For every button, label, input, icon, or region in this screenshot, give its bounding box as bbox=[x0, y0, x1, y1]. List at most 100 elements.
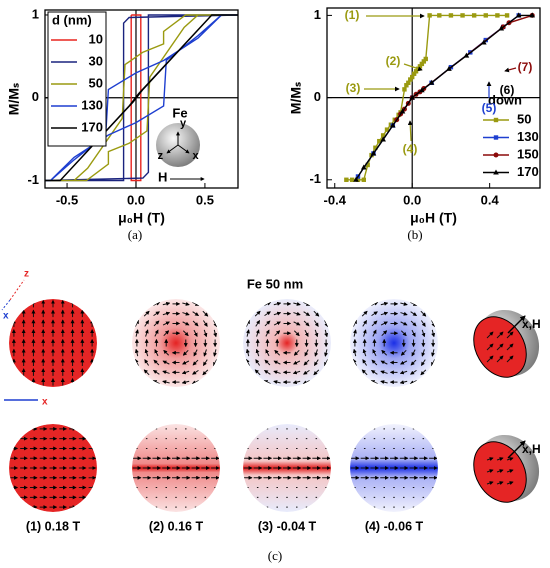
marker bbox=[428, 79, 435, 85]
moment-arrow bbox=[496, 469, 504, 473]
marker bbox=[390, 122, 396, 128]
panel-title: Fe 50 nm bbox=[247, 276, 303, 291]
marker bbox=[419, 61, 425, 67]
marker bbox=[360, 164, 367, 170]
map-disk bbox=[350, 299, 438, 387]
y-tick-label: 1 bbox=[314, 7, 321, 22]
moment-arrow bbox=[486, 469, 494, 473]
moment-arrow bbox=[372, 349, 377, 357]
moment-arrow bbox=[486, 331, 494, 339]
marker bbox=[417, 64, 423, 69]
moment-arrow bbox=[181, 380, 190, 385]
plot-frame bbox=[326, 7, 541, 189]
moment-arrow bbox=[213, 349, 218, 357]
moment-arrow bbox=[153, 311, 160, 317]
moment-arrow bbox=[409, 380, 417, 385]
map-disk bbox=[132, 299, 220, 387]
moment-arrow bbox=[411, 349, 416, 357]
moment-arrow bbox=[371, 311, 378, 317]
marker bbox=[402, 87, 407, 92]
x-axis-label: μ₀H (T) bbox=[410, 210, 457, 226]
marker bbox=[361, 177, 366, 182]
moment-arrow bbox=[254, 310, 261, 317]
moment-arrow bbox=[264, 359, 271, 366]
moment-arrow bbox=[324, 329, 329, 338]
moment-arrow bbox=[162, 301, 171, 306]
legend-label: 130 bbox=[517, 129, 539, 144]
marker bbox=[448, 13, 454, 18]
marker bbox=[377, 138, 382, 144]
moment-arrow bbox=[361, 369, 368, 376]
axis-icon-label: z bbox=[24, 269, 29, 280]
legend-swatch bbox=[493, 135, 499, 140]
moment-arrow bbox=[400, 301, 408, 306]
moment-arrow bbox=[506, 457, 514, 461]
moment-arrow bbox=[162, 311, 171, 316]
marker bbox=[349, 177, 355, 182]
moment-arrow bbox=[421, 349, 426, 357]
caption: (2) 0.16 T bbox=[149, 519, 204, 533]
moment-arrow bbox=[193, 349, 198, 357]
moment-arrow bbox=[371, 320, 378, 327]
moment-arrow bbox=[255, 359, 261, 366]
caption: (4) -0.06 T bbox=[365, 519, 424, 533]
legend-label: 50 bbox=[517, 111, 531, 126]
moment-arrow bbox=[293, 311, 301, 316]
moment-arrow bbox=[380, 380, 388, 385]
marker bbox=[471, 13, 477, 18]
moment-arrow bbox=[292, 380, 301, 385]
moment-arrow bbox=[162, 380, 170, 385]
marker bbox=[408, 77, 413, 82]
moment-arrow bbox=[352, 319, 357, 327]
legend-swatch bbox=[493, 152, 499, 158]
marker bbox=[529, 12, 536, 18]
y-axis-label: M/Mₛ bbox=[288, 82, 304, 114]
moment-arrow bbox=[265, 349, 270, 357]
moment-arrow bbox=[143, 310, 150, 317]
moment-arrow bbox=[304, 349, 309, 357]
marker bbox=[423, 56, 428, 62]
inset-axis-label: y bbox=[180, 118, 187, 130]
annotation-arrow bbox=[403, 63, 423, 72]
panel-label: (c) bbox=[268, 548, 282, 563]
legend-label: 130 bbox=[81, 97, 103, 112]
annotation-arrow bbox=[504, 67, 517, 73]
moment-arrow bbox=[486, 457, 494, 461]
moment-arrow bbox=[411, 329, 416, 337]
moment-arrow bbox=[324, 359, 329, 367]
moment-arrow bbox=[245, 358, 250, 366]
moment-arrow bbox=[399, 370, 408, 375]
moment-arrow bbox=[203, 329, 208, 338]
moment-arrow bbox=[381, 330, 388, 337]
x-tick-label: -0.5 bbox=[56, 192, 78, 207]
inset-axis bbox=[166, 144, 179, 154]
marker bbox=[406, 80, 411, 85]
moment-arrow bbox=[431, 320, 436, 328]
moment-arrow bbox=[163, 330, 170, 337]
marker bbox=[463, 52, 470, 58]
moment-arrow bbox=[264, 320, 271, 327]
annotation: (1) bbox=[345, 8, 360, 22]
marker bbox=[399, 108, 406, 114]
moment-arrow bbox=[192, 311, 200, 317]
moment-arrow bbox=[255, 319, 261, 327]
moment-arrow bbox=[273, 360, 281, 365]
moment-arrow bbox=[274, 330, 281, 337]
moment-arrow bbox=[273, 380, 281, 385]
legend-label: 10 bbox=[89, 31, 103, 46]
moment-arrow bbox=[420, 369, 427, 376]
map-disk bbox=[243, 299, 331, 387]
moment-arrow bbox=[263, 380, 271, 385]
moment-arrow bbox=[254, 369, 261, 376]
moment-arrow bbox=[371, 359, 378, 366]
x-tick-label: 0.5 bbox=[196, 192, 214, 207]
moment-arrow bbox=[273, 370, 281, 375]
moment-arrow bbox=[134, 329, 139, 337]
x-tick-label: -0.4 bbox=[324, 192, 347, 207]
moment-arrow bbox=[410, 320, 417, 327]
marker bbox=[413, 69, 419, 74]
moment-arrow bbox=[134, 319, 139, 327]
moment-arrow bbox=[153, 359, 160, 366]
moment-arrow bbox=[213, 320, 218, 328]
